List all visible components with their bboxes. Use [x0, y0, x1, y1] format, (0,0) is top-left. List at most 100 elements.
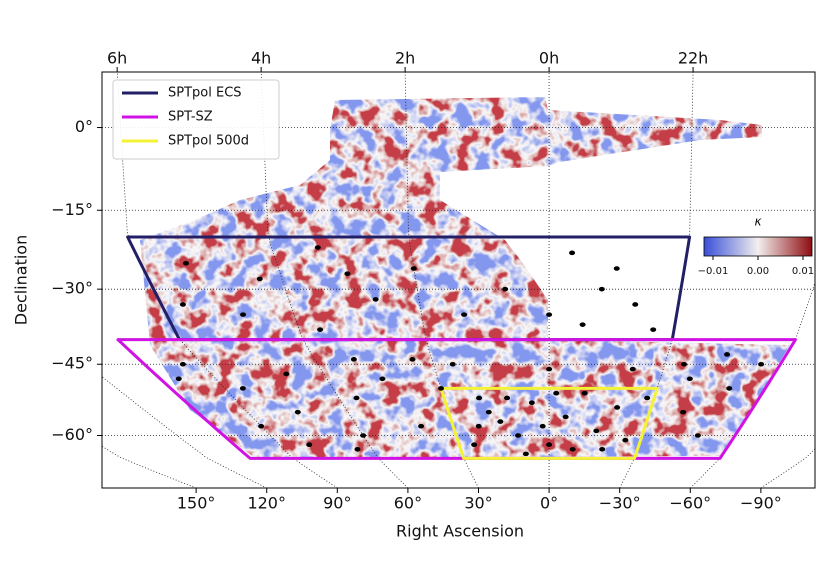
cluster-point — [471, 442, 478, 448]
cluster-point — [240, 312, 247, 317]
cluster-point — [644, 395, 651, 401]
x-tick-label: 30° — [464, 494, 492, 513]
cluster-point — [758, 361, 765, 367]
cluster-point — [239, 386, 246, 391]
cluster-point — [562, 414, 569, 420]
cluster-point — [449, 361, 456, 367]
colorbar-gradient — [703, 236, 813, 257]
cluster-point — [553, 390, 560, 396]
x-tick-label: 120° — [247, 494, 286, 513]
cluster-point — [344, 271, 351, 276]
cluster-point — [650, 327, 657, 332]
cluster-point — [283, 371, 290, 377]
y-tick-label: −15° — [51, 200, 93, 219]
cluster-point — [350, 357, 357, 362]
grid-meridian — [260, 72, 409, 488]
cluster-point — [409, 357, 416, 362]
survey-region — [116, 338, 797, 460]
cluster-point — [179, 302, 186, 307]
cluster-point — [614, 405, 621, 410]
x-tick-label: −60° — [669, 494, 711, 513]
cluster-point — [539, 423, 546, 429]
cluster-point — [726, 386, 733, 391]
cluster-point — [294, 409, 301, 415]
cluster-point — [724, 352, 731, 357]
colorbar-tick-label: −0.01 — [698, 266, 729, 277]
cluster-point — [504, 395, 511, 401]
x-tick-label: 150° — [177, 494, 216, 513]
cluster-point — [579, 322, 586, 327]
x-tick-label: −90° — [740, 494, 782, 513]
grid-meridian — [619, 72, 694, 488]
cluster-point — [569, 447, 576, 452]
grid-meridian — [404, 72, 479, 488]
cluster-point — [314, 245, 321, 250]
cluster-point — [546, 312, 553, 317]
cluster-point — [629, 366, 636, 372]
cluster-point — [528, 400, 535, 406]
cluster-point — [502, 286, 509, 292]
y-tick-label: −60° — [51, 425, 93, 444]
colorbar-tick-label: 0.01 — [792, 266, 814, 277]
x-tick-label: −30° — [599, 494, 641, 513]
legend-label: SPT-SZ — [168, 110, 213, 125]
cluster-point — [418, 423, 425, 429]
cluster-point — [258, 423, 265, 429]
cluster-point — [546, 366, 553, 372]
cluster-point — [522, 451, 529, 457]
cluster-point — [175, 376, 182, 382]
x-axis-label: Right Ascension — [396, 522, 524, 541]
cluster-point — [613, 266, 620, 271]
legend-label: SPTpol ECS — [168, 86, 242, 101]
cluster-point — [256, 276, 263, 282]
cluster-point — [569, 250, 576, 256]
cluster-point — [581, 390, 588, 396]
x-tick-label: 0° — [540, 494, 558, 513]
cluster-point — [546, 442, 553, 448]
x-tick-label: 60° — [394, 494, 422, 513]
cluster-point — [372, 297, 379, 302]
cluster-point — [317, 327, 324, 332]
cluster-point — [179, 361, 186, 367]
cluster-point — [438, 386, 445, 391]
plot-frame — [101, 71, 816, 489]
x2-tick-label: 0h — [539, 49, 559, 68]
cluster-point — [360, 433, 367, 438]
clusters — [175, 245, 765, 457]
colorbar: κ −0.01 0.00 0.01 — [698, 215, 814, 278]
cluster-point — [598, 286, 605, 292]
x2-tick-label: 22h — [678, 49, 709, 68]
y-tick-label: −30° — [51, 279, 93, 298]
x2-tick-label: 4h — [251, 49, 271, 68]
y-axis-label: Declination — [12, 235, 31, 325]
x-tick-label: 90° — [323, 494, 351, 513]
x2-tick-label: 6h — [107, 49, 127, 68]
cluster-point — [694, 433, 701, 438]
cluster-point — [485, 409, 492, 415]
cluster-point — [476, 395, 483, 401]
cluster-point — [681, 361, 688, 367]
cluster-point — [461, 312, 468, 317]
legend: SPTpol ECS SPT-SZ SPTpol 500d — [112, 79, 280, 160]
cluster-point — [497, 419, 504, 424]
cluster-point — [353, 395, 360, 401]
cluster-point — [475, 423, 482, 429]
cluster-point — [680, 409, 687, 415]
colorbar-tick-label: 0.00 — [747, 266, 769, 277]
legend-box — [112, 79, 280, 160]
x2-tick-label: 2h — [395, 49, 415, 68]
axes: 0° −15° −30° −45° −60° 150° 120° 90° 60° 30° 0° −30… — [51, 49, 782, 513]
cluster-point — [515, 433, 522, 438]
cluster-point — [632, 302, 639, 307]
cluster-point — [306, 442, 313, 448]
cluster-point — [686, 376, 693, 382]
regions — [116, 235, 797, 460]
cluster-point — [379, 376, 386, 382]
cluster-point — [599, 447, 606, 452]
cluster-point — [183, 260, 190, 266]
colorbar-label: κ — [754, 215, 762, 229]
cluster-point — [410, 266, 417, 271]
cluster-point — [622, 437, 629, 443]
cluster-point — [593, 428, 600, 434]
